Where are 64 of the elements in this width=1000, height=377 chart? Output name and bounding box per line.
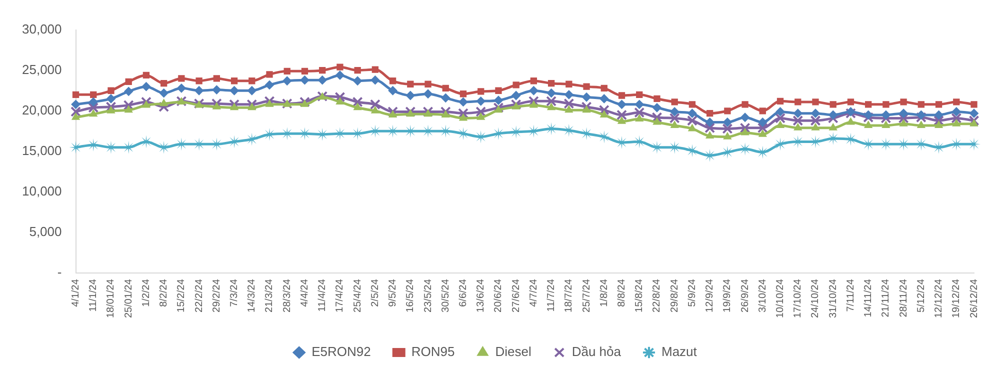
legend-label: Diesel xyxy=(495,344,532,360)
x-tick-label: 19/9/24 xyxy=(722,278,734,312)
x-tick-label: 15/2/24 xyxy=(176,278,188,312)
x-tick-label: 28/11/24 xyxy=(898,278,910,318)
x-tick-label: 8/2/24 xyxy=(158,278,170,307)
y-tick-label: - xyxy=(57,264,62,280)
x-tick-label: 20/6/24 xyxy=(493,278,504,312)
x-tick-label: 29/8/24 xyxy=(669,278,680,312)
legend-label: Dầu hỏa xyxy=(572,344,622,360)
y-tick-label: 30,000 xyxy=(22,21,62,36)
x-tick-label: 11/4/24 xyxy=(317,278,328,312)
x-tick-label: 25/7/24 xyxy=(581,278,592,312)
x-tick-label: 13/6/24 xyxy=(476,278,487,312)
x-tick-label: 28/3/24 xyxy=(282,278,293,312)
x-tick-label: 10/10/24 xyxy=(775,278,786,318)
x-tick-label: 17/10/24 xyxy=(792,278,804,318)
y-tick-label: 20,000 xyxy=(22,102,62,118)
x-tick-label: 25/4/24 xyxy=(352,278,364,312)
x-tick-label: 1/2/24 xyxy=(140,278,152,307)
x-tick-label: 5/9/24 xyxy=(686,278,698,307)
x-tick-label: 12/12/24 xyxy=(934,278,945,318)
y-tick-label: 10,000 xyxy=(22,184,62,199)
x-tick-label: 6/6/24 xyxy=(458,278,469,307)
x-tick-label: 21/11/24 xyxy=(880,278,892,318)
x-tick-label: 11/7/24 xyxy=(546,278,558,312)
x-tick-label: 14/11/24 xyxy=(863,278,874,318)
y-tick-label: 25,000 xyxy=(22,62,62,77)
x-tick-label: 25/01/24 xyxy=(123,278,134,318)
x-tick-label: 15/8/24 xyxy=(634,278,646,312)
x-tick-label: 12/9/24 xyxy=(704,278,716,312)
x-tick-label: 26/9/24 xyxy=(740,278,751,312)
x-tick-label: 18/7/24 xyxy=(564,278,575,312)
x-tick-label: 4/1/24 xyxy=(70,278,82,307)
x-tick-label: 7/3/24 xyxy=(229,278,240,307)
x-tick-label: 3/10/24 xyxy=(757,278,768,312)
x-tick-label: 2/5/24 xyxy=(370,278,381,307)
x-tick-label: 27/6/24 xyxy=(510,278,522,312)
legend-label: Mazut xyxy=(661,344,698,360)
x-tick-label: 24/10/24 xyxy=(810,278,822,318)
x-tick-label: 4/7/24 xyxy=(528,278,540,307)
x-tick-label: 16/5/24 xyxy=(405,278,416,312)
legend-label: RON95 xyxy=(411,344,455,360)
legend-label: E5RON92 xyxy=(312,344,371,360)
x-tick-label: 5/12/24 xyxy=(916,278,927,312)
x-tick-label: 9/5/24 xyxy=(388,278,399,307)
y-tick-label: 15,000 xyxy=(22,143,62,158)
x-tick-label: 7/11/24 xyxy=(845,278,856,312)
x-tick-label: 23/5/24 xyxy=(422,278,434,312)
x-tick-label: 8/8/24 xyxy=(616,278,628,307)
x-tick-label: 22/8/24 xyxy=(652,278,663,312)
x-tick-label: 19/12/24 xyxy=(951,278,962,318)
x-tick-label: 18/01/24 xyxy=(106,278,117,318)
y-tick-label: 5,000 xyxy=(29,224,62,240)
x-tick-label: 21/3/24 xyxy=(264,278,276,312)
x-tick-label: 22/2/24 xyxy=(194,278,205,312)
x-tick-label: 26/12/24 xyxy=(968,278,980,318)
x-tick-label: 17/4/24 xyxy=(334,278,346,312)
x-tick-label: 14/3/24 xyxy=(246,278,258,312)
x-tick-label: 29/2/24 xyxy=(211,278,222,312)
x-tick-label: 4/4/24 xyxy=(299,278,310,307)
x-tick-label: 11/1/24 xyxy=(88,278,100,312)
x-tick-label: 31/10/24 xyxy=(828,278,839,318)
x-tick-label: 30/5/24 xyxy=(440,278,452,312)
x-tick-label: 1/8/24 xyxy=(598,278,610,307)
